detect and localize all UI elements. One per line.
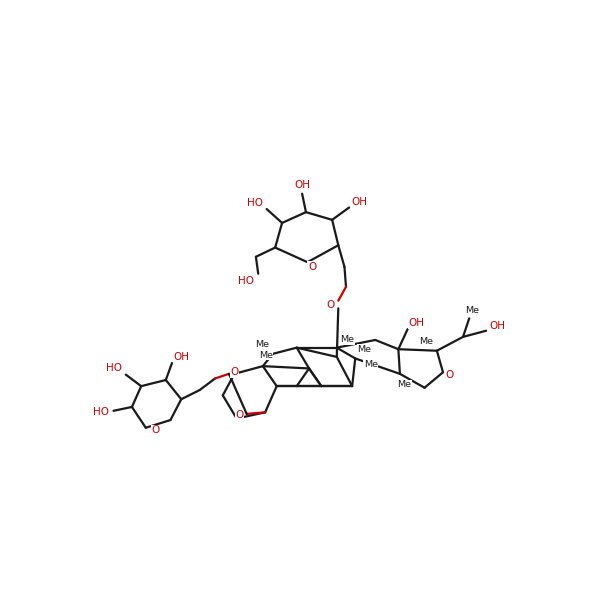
- Text: OH: OH: [489, 321, 505, 331]
- Text: Me: Me: [398, 380, 412, 389]
- Text: Me: Me: [255, 340, 269, 349]
- Text: Me: Me: [259, 351, 273, 360]
- Text: Me: Me: [341, 335, 355, 344]
- Text: O: O: [152, 425, 160, 435]
- Text: O: O: [236, 410, 244, 421]
- Text: OH: OH: [352, 197, 368, 207]
- Text: Me: Me: [419, 337, 433, 346]
- Text: HO: HO: [247, 198, 263, 208]
- Text: HO: HO: [238, 275, 254, 286]
- Text: HO: HO: [93, 407, 109, 418]
- Text: Me: Me: [358, 344, 371, 353]
- Text: HO: HO: [106, 364, 122, 373]
- Text: Me: Me: [465, 306, 479, 315]
- Text: O: O: [326, 299, 335, 310]
- Text: O: O: [446, 370, 454, 380]
- Text: O: O: [230, 367, 238, 377]
- Text: O: O: [308, 262, 316, 272]
- Text: OH: OH: [409, 318, 425, 328]
- Text: OH: OH: [173, 352, 189, 362]
- Text: OH: OH: [294, 180, 310, 190]
- Text: Me: Me: [364, 360, 377, 369]
